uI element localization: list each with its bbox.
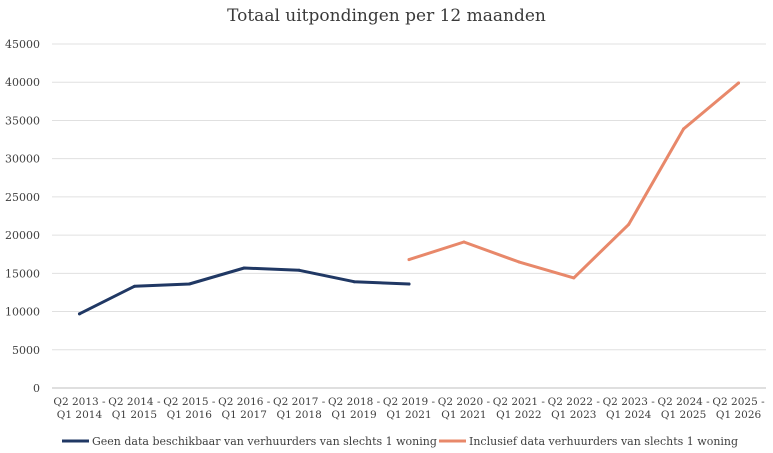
gridlines xyxy=(52,43,766,389)
x-tick-label: Q2 2025 -Q1 2026 xyxy=(712,396,765,421)
y-tick-label: 20000 xyxy=(5,229,40,242)
series-line-1 xyxy=(78,266,411,316)
data-point xyxy=(737,81,741,85)
x-tick-label: Q2 2018 -Q1 2019 xyxy=(328,396,381,421)
data-point xyxy=(682,127,686,131)
data-point xyxy=(242,266,246,270)
data-point xyxy=(572,276,576,280)
y-tick-label: 10000 xyxy=(5,306,40,319)
y-axis-ticks: 0 5000 10000 15000 20000 25000 30000 35000 40000… xyxy=(5,38,40,395)
x-tick-label: Q2 2019 -Q1 2021 xyxy=(383,396,436,421)
data-point xyxy=(517,260,521,264)
data-point xyxy=(407,258,411,262)
data-point xyxy=(407,282,411,286)
y-tick-label: 45000 xyxy=(5,38,40,51)
x-tick-label: Q2 2020 -Q1 2021 xyxy=(438,396,491,421)
y-tick-label: 30000 xyxy=(5,153,40,166)
data-point xyxy=(352,280,356,284)
x-tick-label: Q2 2013 -Q1 2014 xyxy=(53,396,106,421)
y-tick-label: 15000 xyxy=(5,267,40,280)
series-line-2 xyxy=(407,81,740,280)
x-tick-label: Q2 2014 -Q1 2015 xyxy=(108,396,161,421)
x-tick-label: Q2 2021 -Q1 2022 xyxy=(493,396,546,421)
x-tick-label: Q2 2024 -Q1 2025 xyxy=(657,396,710,421)
series-lines xyxy=(77,81,741,316)
y-tick-label: 0 xyxy=(33,382,40,395)
y-tick-label: 5000 xyxy=(12,344,40,357)
data-point xyxy=(77,312,81,316)
legend-label: Geen data beschikbaar van verhuurders va… xyxy=(92,435,437,448)
legend-label: Inclusief data verhuurders van slechts 1… xyxy=(469,435,738,448)
data-point xyxy=(297,268,301,272)
x-tick-label: Q2 2022 -Q1 2023 xyxy=(548,396,601,421)
x-tick-label: Q2 2017 -Q1 2018 xyxy=(273,396,326,421)
data-point xyxy=(132,284,136,288)
x-tick-label: Q2 2016 -Q1 2017 xyxy=(218,396,271,421)
data-point xyxy=(462,240,466,244)
chart-title: Totaal uitpondingen per 12 maanden xyxy=(227,6,546,26)
y-tick-label: 25000 xyxy=(5,191,40,204)
y-tick-label: 35000 xyxy=(5,114,40,127)
x-tick-label: Q2 2015 -Q1 2016 xyxy=(163,396,216,421)
data-point xyxy=(187,282,191,286)
legend: Geen data beschikbaar van verhuurders va… xyxy=(62,435,738,448)
y-tick-label: 40000 xyxy=(5,76,40,89)
x-tick-label: Q2 2023 -Q1 2024 xyxy=(603,396,656,421)
data-point xyxy=(627,222,631,226)
